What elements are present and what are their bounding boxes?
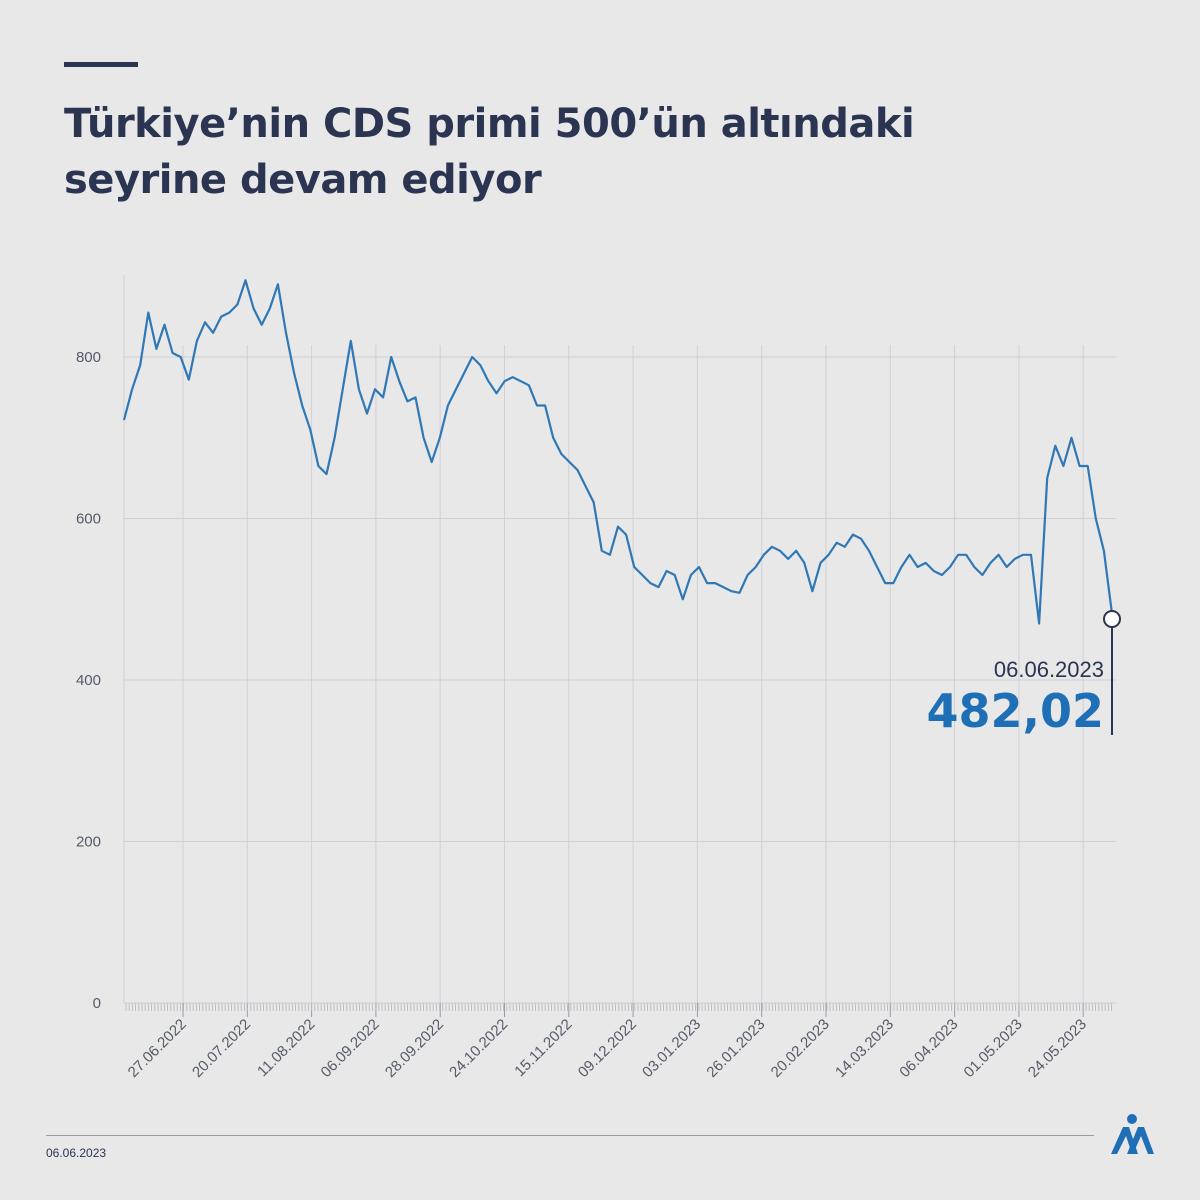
footer-divider xyxy=(46,1135,1094,1136)
callout-value: 482,02 xyxy=(926,684,1104,738)
y-tick-label: 600 xyxy=(76,511,101,528)
y-tick-label: 800 xyxy=(76,349,101,366)
x-tick-label: 06.09.2022 xyxy=(318,1016,383,1081)
aa-logo xyxy=(1111,1114,1154,1154)
y-tick-label: 400 xyxy=(76,672,101,689)
x-tick-label: 27.06.2022 xyxy=(125,1016,190,1081)
x-tick-label: 09.12.2022 xyxy=(575,1016,640,1081)
x-tick-label: 26.01.2023 xyxy=(703,1016,768,1081)
title-accent-bar xyxy=(64,62,138,67)
x-tick-label: 11.08.2022 xyxy=(254,1016,318,1080)
x-tick-label: 28.09.2022 xyxy=(382,1016,447,1081)
logo-dot xyxy=(1127,1114,1137,1124)
y-tick-label: 0 xyxy=(93,995,101,1012)
x-tick-label: 03.01.2023 xyxy=(639,1016,704,1081)
y-tick-label: 200 xyxy=(76,834,101,851)
title-line-1: Türkiye’nin CDS primi 500’ün altındaki xyxy=(64,101,915,147)
series-line xyxy=(122,279,1114,625)
series-layer xyxy=(122,279,1114,625)
x-tick-label: 24.10.2022 xyxy=(446,1016,511,1081)
last-point-marker xyxy=(1103,610,1121,628)
footer-date: 06.06.2023 xyxy=(46,1146,107,1160)
cds-line-chart: 0 200 400 600 800 27.06.2022 20.07.2022 11.08.2… xyxy=(76,275,1121,1081)
x-tick-label: 06.04.2023 xyxy=(896,1016,961,1081)
x-tick-label: 15.11.2022 xyxy=(511,1016,575,1080)
page-title: Türkiye’nin CDS primi 500’ün altındaki s… xyxy=(64,96,1064,208)
x-tick-label: 20.02.2023 xyxy=(768,1016,833,1081)
grid-layer xyxy=(123,275,1116,1004)
x-tick-label: 01.05.2023 xyxy=(961,1016,1026,1081)
x-tick-label: 24.05.2023 xyxy=(1025,1016,1090,1081)
title-line-2: seyrine devam ediyor xyxy=(64,157,542,203)
logo-letter-a-right xyxy=(1127,1127,1154,1154)
x-tick-label: 14.03.2023 xyxy=(832,1016,897,1081)
callout-date: 06.06.2023 xyxy=(994,657,1104,682)
x-tick-label: 20.07.2022 xyxy=(189,1016,254,1081)
